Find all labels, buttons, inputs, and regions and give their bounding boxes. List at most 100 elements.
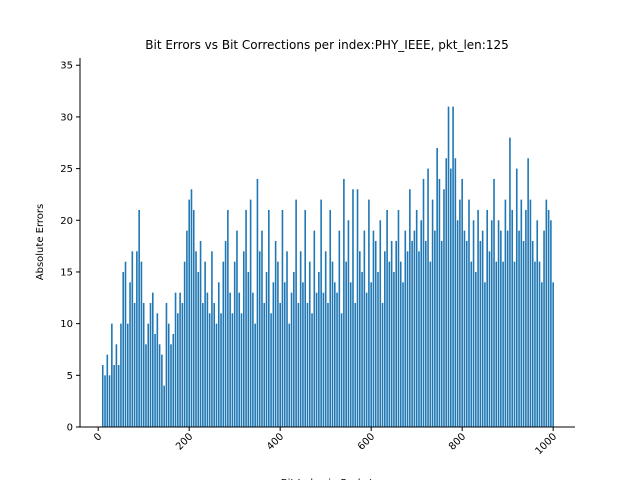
bar <box>413 230 416 427</box>
bar <box>343 178 345 427</box>
bar <box>149 302 152 427</box>
bar <box>233 261 236 427</box>
bar <box>113 364 115 427</box>
bar <box>468 199 470 427</box>
bar <box>354 302 357 427</box>
bar <box>333 282 336 427</box>
bar <box>431 199 434 427</box>
bar <box>172 333 175 427</box>
bar <box>365 292 368 427</box>
bar <box>406 251 409 427</box>
bar <box>531 240 534 427</box>
bar <box>509 137 511 427</box>
bar <box>124 261 127 427</box>
bar <box>461 178 463 427</box>
bar <box>315 292 318 427</box>
bar <box>447 106 450 427</box>
bar <box>183 261 186 427</box>
bar <box>427 168 429 428</box>
bar <box>254 323 256 427</box>
bar <box>311 313 313 427</box>
bar <box>265 271 268 427</box>
bar <box>388 261 391 427</box>
bar <box>463 230 466 427</box>
bar <box>126 323 129 427</box>
bar <box>349 282 352 427</box>
bar <box>195 251 197 427</box>
bar <box>497 220 500 427</box>
bar <box>424 240 427 427</box>
bar <box>404 230 407 427</box>
bar <box>186 230 188 427</box>
bar <box>522 240 525 427</box>
bar <box>108 375 111 427</box>
bar <box>165 302 168 427</box>
bar <box>140 261 143 427</box>
bar <box>245 209 247 427</box>
bar <box>277 261 279 427</box>
bar <box>352 189 354 427</box>
bar <box>192 209 195 427</box>
bar <box>281 209 284 427</box>
bar <box>438 178 441 427</box>
bar <box>283 282 286 427</box>
bar <box>390 240 393 427</box>
bar <box>449 168 452 428</box>
bar <box>202 302 204 427</box>
bar <box>511 209 514 427</box>
bar <box>500 230 502 427</box>
bar <box>384 251 386 427</box>
bar <box>434 230 436 427</box>
bar <box>106 354 109 427</box>
bar <box>197 271 200 427</box>
bar <box>154 333 156 427</box>
bar <box>131 251 134 427</box>
y-tick-label: 30 <box>60 112 73 123</box>
bar <box>302 282 304 427</box>
bar <box>142 302 145 427</box>
bar <box>488 251 491 427</box>
x-tick-label: 600 <box>356 431 377 452</box>
bar <box>415 209 418 427</box>
bar <box>452 106 454 427</box>
bar <box>167 323 170 427</box>
bar <box>290 292 293 427</box>
bar <box>256 178 259 427</box>
bar <box>481 230 484 427</box>
bar <box>409 189 411 427</box>
bar <box>133 302 136 427</box>
bar <box>525 209 527 427</box>
bar <box>422 178 425 427</box>
bar <box>440 240 443 427</box>
bar <box>513 261 516 427</box>
y-tick-label: 15 <box>60 267 73 278</box>
bar <box>347 220 350 427</box>
bar <box>136 251 138 427</box>
bar <box>120 323 122 427</box>
x-tick-label: 0 <box>92 431 104 443</box>
bar <box>299 251 302 427</box>
bar <box>174 292 177 427</box>
bar <box>540 282 543 427</box>
y-tick-label: 5 <box>67 371 73 382</box>
bar <box>261 230 263 427</box>
bar <box>477 209 479 427</box>
bar <box>520 199 523 427</box>
x-axis-label: Bit Index in Packet <box>281 478 374 480</box>
bar <box>336 292 338 427</box>
bar <box>270 313 272 427</box>
bar <box>340 313 343 427</box>
bar <box>177 313 179 427</box>
bar <box>411 240 413 427</box>
bar <box>418 251 420 427</box>
bar <box>370 282 372 427</box>
y-tick-label: 20 <box>60 216 73 227</box>
bar <box>502 261 504 427</box>
bar <box>151 292 154 427</box>
bar <box>231 313 234 427</box>
bar <box>247 271 250 427</box>
bar <box>288 323 291 427</box>
y-tick-label: 25 <box>60 164 73 175</box>
x-tick-label: 200 <box>174 431 195 452</box>
